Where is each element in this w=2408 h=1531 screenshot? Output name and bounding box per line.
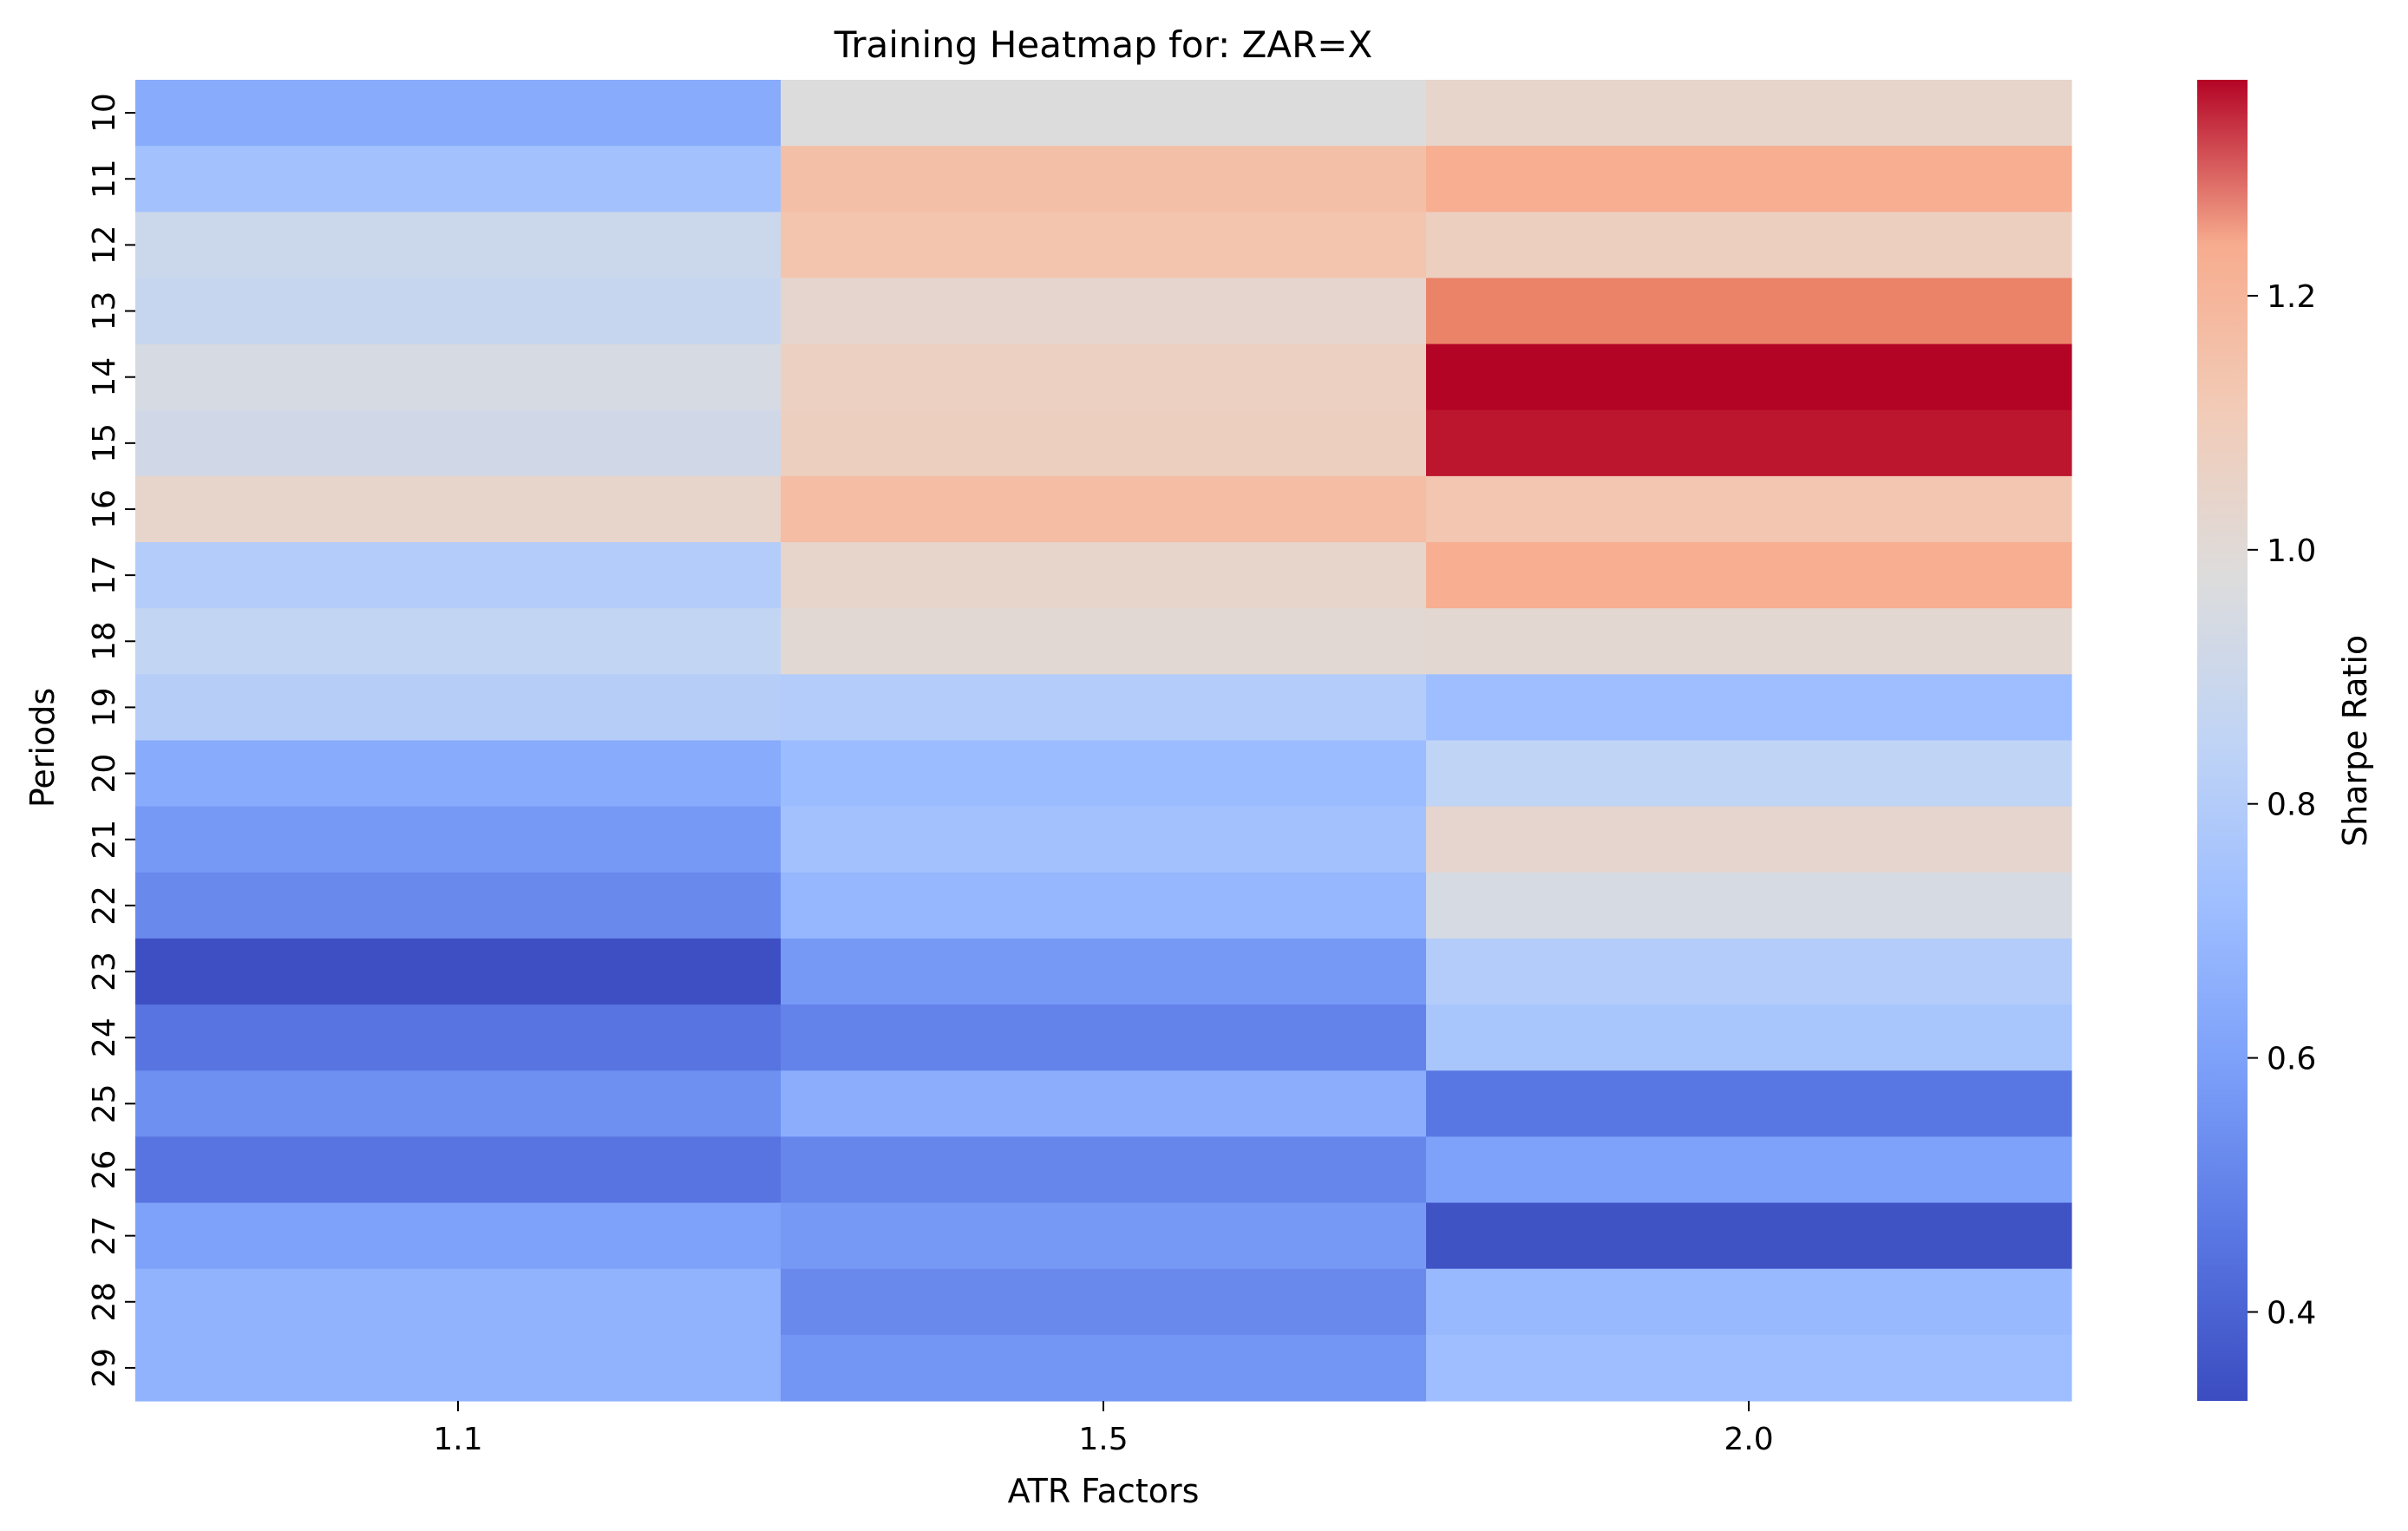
y-tick-label: 12	[87, 225, 122, 265]
y-tick-label: 13	[87, 291, 122, 331]
heatmap-cell	[781, 674, 1427, 742]
heatmap-cell	[1426, 608, 2072, 675]
heatmap-cell	[135, 212, 782, 279]
colorbar-tick-label: 0.6	[2267, 1042, 2316, 1077]
colorbar-ticks: 0.4 0.6 0.8 1.0 1.2	[2248, 279, 2316, 1331]
heatmap-cell	[781, 806, 1427, 873]
colorbar-tick-label: 0.8	[2267, 788, 2316, 823]
colorbar: 0.4 0.6 0.8 1.0 1.2 Sharpe Ratio	[2197, 80, 2374, 1401]
y-tick-label: 23	[87, 952, 122, 991]
colorbar-tick-label: 0.4	[2267, 1295, 2316, 1331]
heatmap-cell	[135, 608, 782, 675]
heatmap-cell	[781, 1004, 1427, 1071]
y-tick-label: 28	[87, 1282, 122, 1322]
heatmap-cell	[135, 1202, 782, 1270]
y-axis-ticks: 10 11 12 13 14 15 16 17 18 19 20 21 22 23 24 25 26 27 28 29	[87, 93, 135, 1388]
heatmap-cell	[1426, 1268, 2072, 1336]
colorbar-tick-label: 1.2	[2267, 279, 2316, 315]
heatmap-cell	[1426, 1070, 2072, 1137]
heatmap-cell	[781, 409, 1427, 477]
heatmap-cell	[1426, 146, 2072, 213]
heatmap-cell	[781, 1136, 1427, 1204]
heatmap-cell	[1426, 806, 2072, 873]
heatmap-cell	[781, 278, 1427, 345]
heatmap-cell	[1426, 409, 2072, 477]
heatmap-cell	[1426, 1004, 2072, 1071]
heatmap-cell	[1426, 80, 2072, 147]
x-axis-label: ATR Factors	[1008, 1472, 1200, 1510]
y-tick-label: 21	[87, 820, 122, 860]
heatmap-cell	[1426, 343, 2072, 411]
heatmap-cell	[135, 343, 782, 411]
heatmap-cell	[135, 475, 782, 543]
heatmap-cell	[1426, 1136, 2072, 1204]
heatmap-cell	[1426, 542, 2072, 609]
heatmap-cell	[781, 1070, 1427, 1137]
y-tick-label: 27	[87, 1216, 122, 1256]
heatmap-cell	[135, 409, 782, 477]
y-tick-label: 15	[87, 423, 122, 463]
y-axis-label: Periods	[23, 688, 62, 808]
y-tick-label: 14	[87, 357, 122, 397]
y-tick-label: 26	[87, 1150, 122, 1190]
heatmap-cell	[1426, 212, 2072, 279]
heatmap-cell	[781, 608, 1427, 675]
heatmap-cell	[135, 1136, 782, 1204]
heatmap-cell	[1426, 1334, 2072, 1402]
heatmap-cell	[781, 872, 1427, 939]
x-tick-label: 2.0	[1724, 1422, 1773, 1457]
y-tick-label: 11	[87, 159, 122, 199]
heatmap-cell	[135, 1334, 782, 1402]
heatmap-cell	[781, 542, 1427, 609]
heatmap-cell	[781, 740, 1427, 808]
heatmap-cell	[781, 146, 1427, 213]
heatmap-cell	[1426, 278, 2072, 345]
heatmap-cell	[1426, 475, 2072, 543]
heatmap-cell	[135, 278, 782, 345]
heatmap-cell	[781, 80, 1427, 147]
y-tick-label: 29	[87, 1348, 122, 1388]
heatmap-cell	[135, 1268, 782, 1336]
y-tick-label: 25	[87, 1083, 122, 1123]
x-axis-ticks: 1.1 1.5 2.0	[433, 1401, 1774, 1457]
heatmap-cell	[135, 806, 782, 873]
y-tick-label: 16	[87, 489, 122, 529]
y-tick-label: 18	[87, 621, 122, 661]
heatmap-cell	[781, 1202, 1427, 1270]
heatmap-cell	[781, 1334, 1427, 1402]
colorbar-gradient	[2197, 80, 2248, 1401]
heatmap-cells	[135, 80, 2072, 1402]
colorbar-label: Sharpe Ratio	[2336, 635, 2374, 847]
heatmap-cell	[1426, 938, 2072, 1005]
heatmap-cell	[1426, 674, 2072, 742]
heatmap-cell	[135, 938, 782, 1005]
x-tick-label: 1.5	[1078, 1422, 1128, 1457]
y-tick-label: 17	[87, 555, 122, 595]
heatmap-cell	[135, 872, 782, 939]
heatmap-cell	[135, 80, 782, 147]
heatmap-cell	[1426, 1202, 2072, 1270]
heatmap-cell	[135, 1070, 782, 1137]
heatmap-cell	[135, 674, 782, 742]
heatmap-cell	[781, 475, 1427, 543]
heatmap-cell	[135, 740, 782, 808]
heatmap-cell	[1426, 740, 2072, 808]
y-tick-label: 24	[87, 1017, 122, 1057]
y-tick-label: 10	[87, 93, 122, 133]
heatmap-cell	[135, 146, 782, 213]
y-tick-label: 20	[87, 754, 122, 794]
colorbar-tick-label: 1.0	[2267, 533, 2316, 569]
x-tick-label: 1.1	[433, 1422, 482, 1457]
y-tick-label: 19	[87, 688, 122, 728]
heatmap-cell	[1426, 872, 2072, 939]
heatmap-cell	[781, 1268, 1427, 1336]
heatmap-cell	[135, 1004, 782, 1071]
chart-title: Training Heatmap for: ZAR=X	[834, 23, 1373, 66]
heatmap-cell	[781, 343, 1427, 411]
y-tick-label: 22	[87, 886, 122, 926]
heatmap-cell	[781, 212, 1427, 279]
heatmap-cell	[781, 938, 1427, 1005]
heatmap-cell	[135, 542, 782, 609]
